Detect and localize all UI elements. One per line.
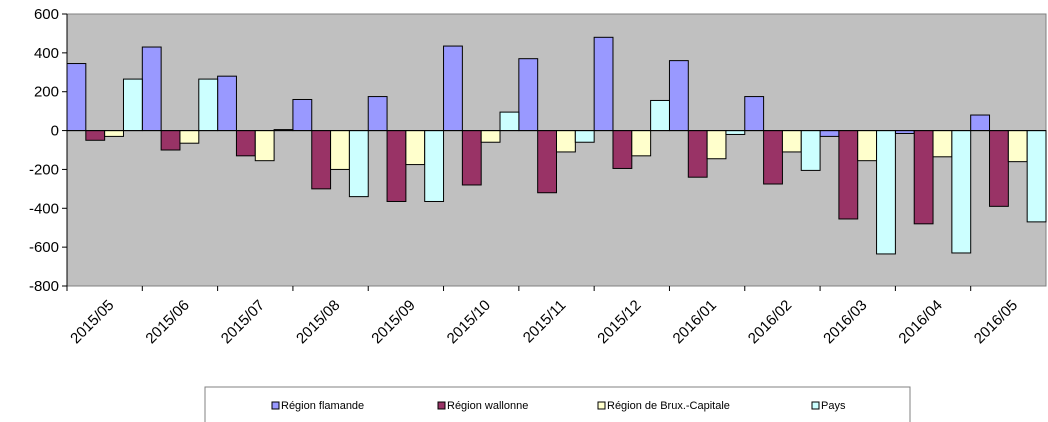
y-tick-label: 400 — [34, 45, 59, 62]
bar-3-2015-07 — [254, 130, 275, 162]
bar-1-2015-10 — [443, 45, 463, 132]
bar-1-2015-11 — [518, 58, 539, 132]
bar-3-2016-01 — [706, 130, 727, 160]
x-tick-label: 2015/07 — [218, 297, 268, 347]
x-tick-label: 2015/05 — [67, 297, 117, 347]
legend-box — [204, 386, 911, 422]
bar-4-2015-11 — [574, 130, 595, 143]
x-tick-label: 2015/08 — [293, 297, 343, 347]
bar-2-2015-12 — [612, 130, 633, 169]
bar-4-2016-01 — [725, 130, 746, 135]
bar-2-2015-10 — [461, 130, 482, 186]
bar-3-2016-04 — [932, 130, 953, 158]
bar-2-2015-11 — [537, 130, 557, 194]
x-tick-label: 2015/10 — [444, 297, 494, 347]
legend-label-1: Région flamande — [281, 400, 364, 412]
bar-2-2015-06 — [160, 130, 181, 151]
bar-2-2016-02 — [763, 130, 783, 185]
x-tick-label: 2016/05 — [971, 297, 1021, 347]
bar-1-2015-05 — [66, 63, 87, 132]
y-tick-label: 200 — [34, 84, 59, 101]
x-tick-label: 2015/06 — [142, 297, 192, 347]
bar-4-2015-05 — [122, 78, 143, 132]
bar-3-2015-08 — [330, 130, 350, 170]
bar-1-2016-02 — [744, 96, 765, 132]
y-tick-label: -400 — [29, 200, 59, 217]
legend-swatch-1 — [271, 401, 280, 410]
bar-2-2015-09 — [386, 130, 407, 202]
legend: Région flamande Région wallonne Région de … — [204, 386, 911, 422]
x-tick-label: 2015/11 — [520, 297, 570, 347]
x-tick-label: 2015/09 — [368, 297, 418, 347]
x-tick-label: 2016/01 — [670, 297, 720, 347]
bar-1-2015-12 — [593, 36, 614, 132]
y-tick-label: -600 — [29, 239, 59, 256]
bar-1-2015-08 — [292, 98, 313, 132]
legend-swatch-2 — [437, 401, 446, 410]
bar-3-2015-05 — [104, 130, 124, 137]
x-tick-label: 2016/04 — [895, 297, 945, 347]
bar-4-2016-03 — [876, 130, 896, 255]
bar-2-2015-07 — [235, 130, 256, 157]
bar-2-2016-05 — [989, 130, 1009, 207]
bar-4-2015-12 — [650, 99, 670, 132]
bar-2-2015-05 — [85, 130, 106, 141]
y-axis: 600 400 200 0 -200 -400 -600 -800 — [29, 6, 68, 295]
legend-label-2: Région wallonne — [447, 400, 528, 412]
legend-label-4: Pays — [821, 400, 846, 412]
bar-3-2016-02 — [781, 130, 802, 153]
bar-3-2015-06 — [179, 130, 200, 144]
bar-2-2016-03 — [838, 130, 859, 220]
legend-swatch-3 — [597, 401, 606, 410]
bar-4-2016-04 — [951, 130, 972, 254]
bar-1-2015-07 — [217, 75, 237, 132]
bar-3-2015-12 — [631, 130, 652, 157]
legend-label-3: Région de Brux.-Capitale — [607, 400, 730, 412]
bar-1-2016-03 — [819, 130, 840, 137]
x-axis: 2015/05 2015/06 2015/07 2015/08 2015/09 2015/… — [66, 286, 1021, 347]
bar-3-2015-10 — [480, 130, 501, 143]
bar-4-2015-08 — [348, 130, 369, 198]
y-tick-label: -800 — [29, 278, 59, 295]
bar-3-2015-09 — [405, 130, 426, 166]
bar-1-2015-09 — [367, 96, 388, 132]
bar-1-2015-06 — [141, 46, 162, 132]
bar-4-2015-10 — [499, 111, 520, 132]
bar-4-2015-06 — [198, 78, 219, 132]
bar-3-2015-11 — [556, 130, 576, 153]
y-tick-label: 600 — [34, 6, 59, 23]
x-tick-label: 2016/02 — [745, 297, 795, 347]
bar-4-2015-09 — [424, 130, 445, 202]
bar-4-2016-02 — [800, 130, 821, 171]
bar-3-2016-05 — [1007, 130, 1028, 163]
x-tick-label: 2016/03 — [820, 297, 870, 347]
bar-4-2016-05 — [1026, 130, 1047, 223]
bar-2-2016-04 — [913, 130, 934, 225]
legend-swatch-4 — [811, 401, 820, 410]
bars-layer — [66, 36, 1047, 255]
bar-2-2016-01 — [687, 130, 708, 178]
bar-3-2016-03 — [857, 130, 878, 162]
y-tick-label: 0 — [51, 123, 59, 140]
bar-2-2015-08 — [311, 130, 332, 190]
bar-1-2016-05 — [970, 114, 991, 132]
y-tick-label: -200 — [29, 161, 59, 178]
x-tick-label: 2015/12 — [594, 297, 644, 347]
bar-1-2016-01 — [668, 60, 689, 132]
